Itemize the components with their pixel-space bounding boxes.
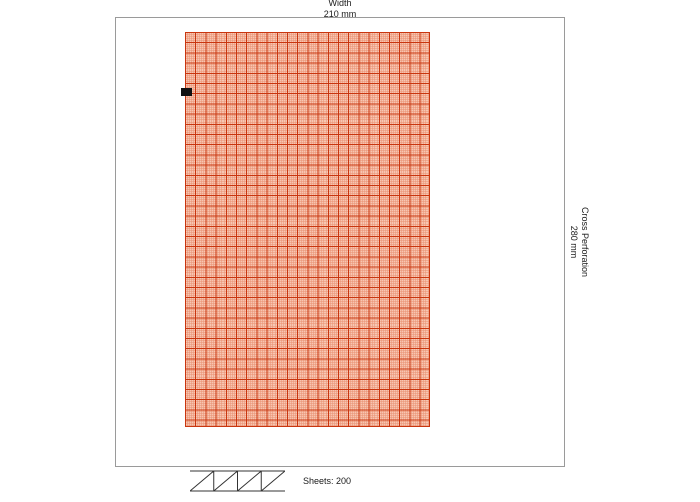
bottom-row: Sheets: 200 — [190, 470, 351, 492]
calibration-marker — [181, 88, 192, 96]
height-label-group: Cross Perforation 280 mm — [572, 17, 586, 467]
width-title: Width — [115, 0, 565, 9]
height-value: 280 mm — [568, 207, 579, 277]
height-title: Cross Perforation — [579, 207, 590, 277]
sheets-label: Sheets: 200 — [303, 476, 351, 486]
ecg-grid-paper — [185, 32, 430, 427]
zfold-icon — [190, 470, 285, 492]
grid-fill — [185, 32, 430, 427]
